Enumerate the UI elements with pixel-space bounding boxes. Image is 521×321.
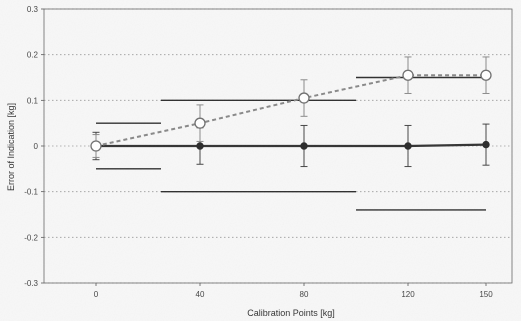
open-data-point (402, 69, 414, 81)
filled-data-point (300, 142, 308, 150)
x-tick-label: 40 (196, 290, 205, 299)
x-tick-label: 80 (300, 290, 309, 299)
y-tick-label: 0.3 (27, 5, 39, 14)
x-tick-label: 150 (479, 290, 493, 299)
x-axis-label: Calibration Points [kg] (247, 308, 335, 318)
open-data-point (298, 92, 310, 104)
filled-data-point (482, 140, 490, 149)
x-tick-label: 120 (401, 290, 415, 299)
y-tick-label: -0.2 (24, 233, 38, 242)
y-tick-label: -0.1 (24, 188, 38, 197)
y-tick-label: 0.2 (27, 51, 39, 60)
filled-data-point (196, 142, 204, 150)
y-axis-label: Error of Indication [kg] (6, 103, 16, 191)
open-data-point (90, 140, 102, 152)
filled-data-point (404, 142, 412, 150)
y-tick-label: -0.3 (24, 279, 38, 288)
open-data-point (194, 117, 206, 129)
y-tick-label: 0.1 (27, 96, 39, 105)
y-tick-label: 0 (34, 142, 39, 151)
x-tick-label: 0 (94, 290, 99, 299)
open-data-point (480, 69, 492, 81)
